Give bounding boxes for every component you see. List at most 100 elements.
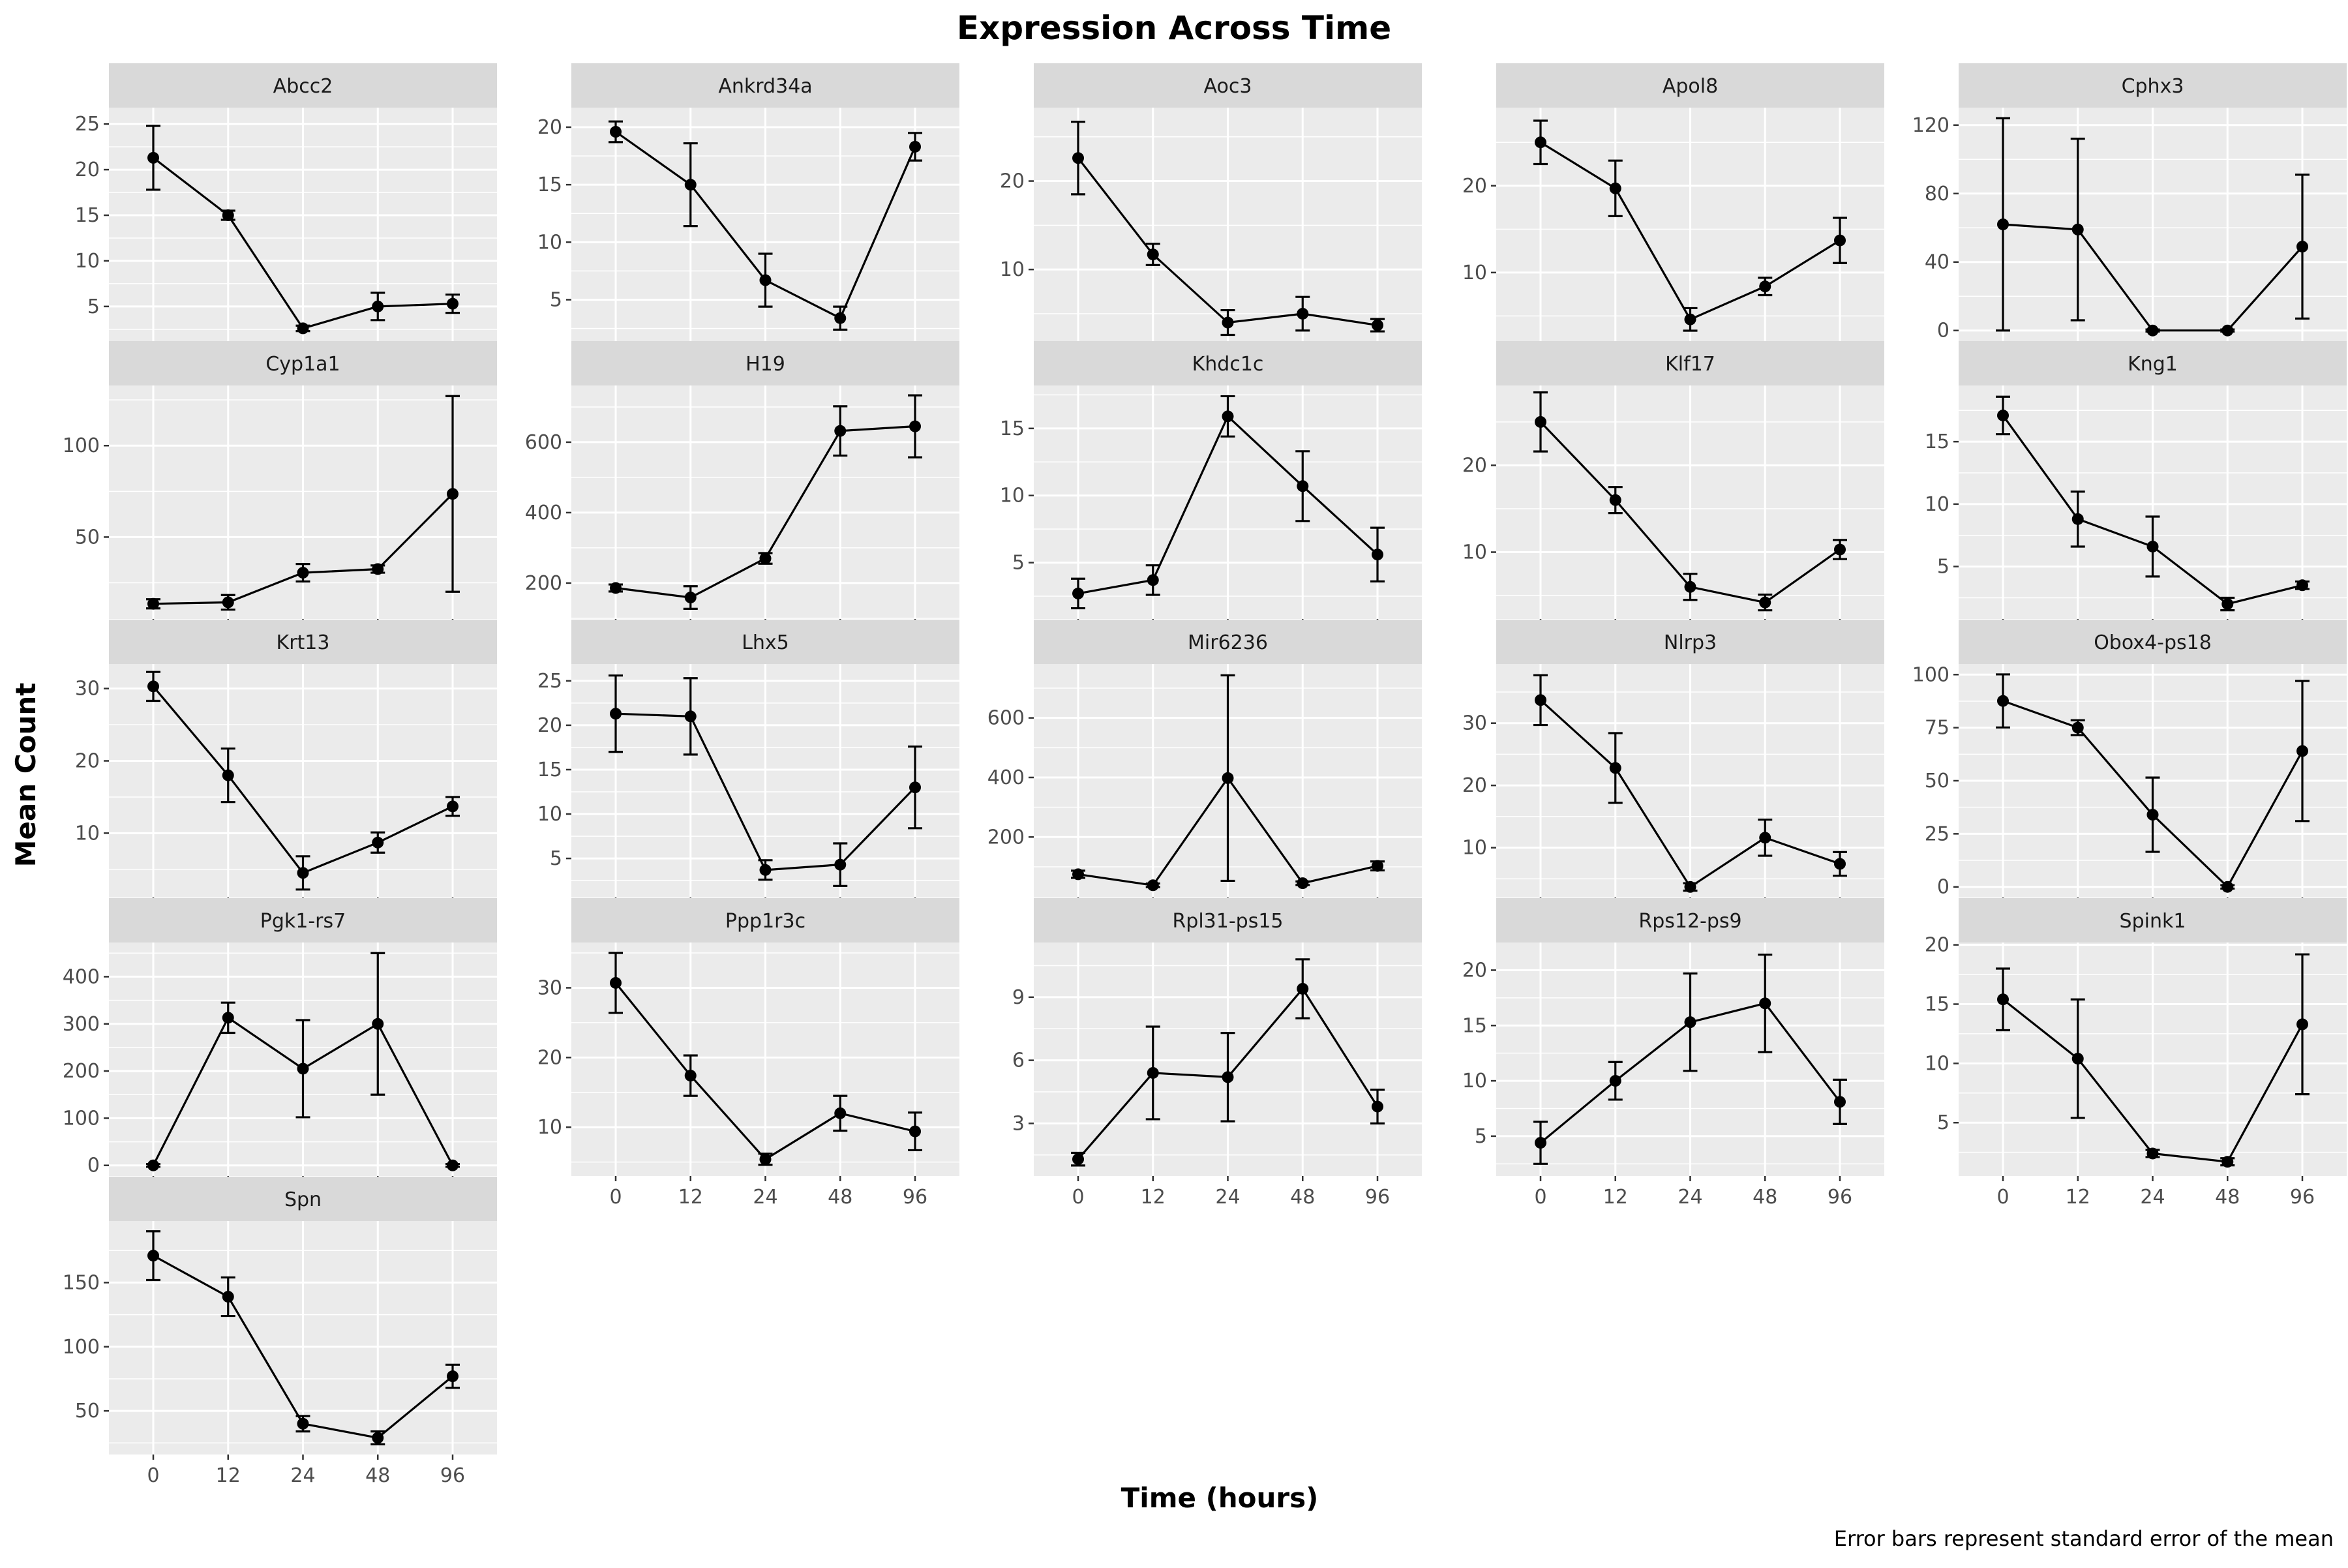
data-point — [1297, 307, 1309, 320]
data-point — [1759, 280, 1771, 293]
facet-panel-8: Khdc1c 5 10 15 — [1000, 341, 1422, 624]
data-point — [447, 800, 459, 813]
y-tick-label: 9 — [1012, 986, 1025, 1009]
data-point — [2146, 1147, 2159, 1160]
y-tick-label: 10 — [1925, 493, 1949, 516]
data-point — [1222, 316, 1234, 329]
facet-panel-20: Spink1 5 10 15 20 0 12 24 48 96 — [1925, 898, 2347, 1209]
facet-strip — [1034, 63, 1422, 108]
data-point — [1372, 549, 1383, 561]
facet-panel-15: Obox4-ps18 0 25 50 75 100 — [1912, 620, 2347, 903]
y-tick-label: 10 — [75, 822, 100, 845]
data-point — [1834, 1096, 1846, 1108]
data-point — [1147, 249, 1159, 261]
data-point — [1072, 1153, 1084, 1166]
y-tick-label: 20 — [537, 714, 562, 737]
data-point — [1072, 152, 1084, 164]
y-tick-label: 20 — [75, 750, 100, 773]
data-point — [222, 1291, 234, 1303]
data-point — [2146, 809, 2159, 821]
data-point — [1222, 1071, 1234, 1083]
y-tick-label: 10 — [537, 803, 562, 826]
x-tick-label: 48 — [365, 1464, 390, 1487]
facet-strip — [571, 620, 959, 664]
facet-strip-label: Cyp1a1 — [265, 353, 340, 376]
y-tick-label: 20 — [1462, 454, 1487, 477]
data-point — [372, 563, 384, 575]
data-point — [684, 592, 697, 604]
facet-strip — [109, 898, 497, 942]
data-point — [1222, 772, 1234, 784]
data-point — [1372, 1100, 1383, 1113]
y-tick-label: 6 — [1012, 1049, 1025, 1072]
facet-panels: Abcc2510152025Ankrd34a5101520Aoc31020Apo… — [63, 63, 2347, 1487]
data-point — [2296, 241, 2308, 253]
data-point — [1997, 695, 2009, 707]
y-tick-label: 100 — [1912, 663, 1949, 686]
facet-panel-12: Lhx5 5 10 15 20 25 — [537, 620, 959, 903]
facet-strip-label: Nlrp3 — [1664, 631, 1717, 654]
x-tick-label: 24 — [1215, 1186, 1240, 1209]
y-tick-label: 40 — [1925, 251, 1949, 274]
data-point — [1297, 877, 1309, 890]
data-point — [222, 596, 234, 609]
data-point — [1222, 410, 1234, 423]
x-tick-label: 0 — [609, 1186, 622, 1209]
data-point — [447, 488, 459, 500]
data-point — [909, 781, 921, 794]
y-tick-label: 10 — [75, 250, 100, 273]
y-tick-label: 100 — [63, 434, 100, 457]
y-tick-label: 5 — [1937, 1111, 1949, 1134]
facet-panel-13: Mir6236 200 400 600 — [987, 620, 1422, 903]
x-tick-label: 24 — [290, 1464, 315, 1487]
facet-strip — [1496, 63, 1884, 108]
facet-strip — [571, 63, 959, 108]
data-point — [147, 597, 159, 610]
data-point — [1147, 574, 1159, 586]
x-tick-label: 96 — [1828, 1186, 1852, 1209]
data-point — [372, 836, 384, 849]
data-point — [372, 1018, 384, 1030]
facet-panel-6: Cyp1a1 50 100 — [63, 341, 497, 624]
facet-strip — [109, 63, 497, 108]
data-point — [222, 769, 234, 781]
y-tick-label: 50 — [75, 1400, 100, 1423]
x-tick-label: 0 — [147, 1464, 159, 1487]
data-point — [1535, 415, 1546, 428]
facet-strip-label: Obox4-ps18 — [2094, 631, 2212, 654]
data-point — [684, 179, 697, 191]
facet-strip — [1496, 620, 1884, 664]
y-tick-label: 15 — [1925, 430, 1949, 453]
facet-strip-label: Cphx3 — [2122, 75, 2184, 98]
y-tick-label: 5 — [1475, 1125, 1487, 1148]
data-point — [2146, 540, 2159, 552]
data-point — [2071, 1053, 2084, 1065]
x-tick-label: 48 — [1290, 1186, 1315, 1209]
facet-strip-label: Spink1 — [2120, 910, 2186, 933]
data-point — [1072, 868, 1084, 881]
facet-panel-10: Kng1 5 10 15 — [1925, 341, 2347, 624]
data-point — [447, 297, 459, 310]
data-point — [1834, 234, 1846, 247]
y-tick-label: 15 — [1462, 1014, 1487, 1037]
facet-strip — [1034, 341, 1422, 385]
chart-title: Expression Across Time — [957, 9, 1391, 47]
facet-strip-label: Khdc1c — [1192, 353, 1264, 376]
data-point — [1535, 694, 1546, 706]
data-point — [2071, 513, 2084, 525]
x-tick-label: 0 — [1534, 1186, 1546, 1209]
data-point — [1684, 580, 1696, 593]
facet-strip-label: Krt13 — [277, 631, 330, 654]
facet-panel-3: Aoc3 10 20 — [1000, 63, 1422, 346]
y-tick-label: 10 — [537, 231, 562, 254]
data-point — [222, 1012, 234, 1024]
data-point — [1684, 881, 1696, 893]
data-point — [1759, 596, 1771, 609]
x-tick-label: 96 — [903, 1186, 927, 1209]
facet-panel-7: H19 200 400 600 — [525, 341, 959, 624]
y-tick-label: 200 — [525, 572, 562, 595]
facet-panel-1: Abcc2 5 10 15 20 25 — [75, 63, 497, 346]
data-point — [1834, 543, 1846, 556]
